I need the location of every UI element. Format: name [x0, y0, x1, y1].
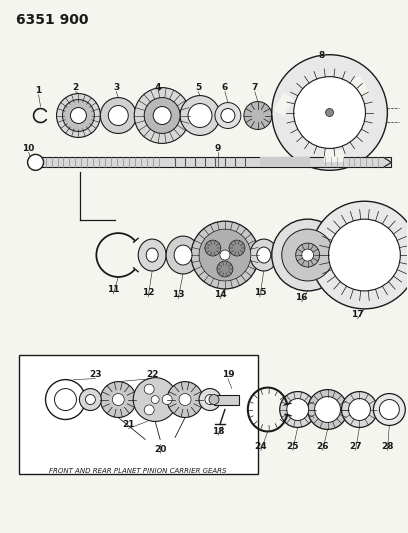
Circle shape	[244, 102, 272, 130]
Circle shape	[179, 393, 191, 406]
Text: 28: 28	[381, 442, 394, 451]
Circle shape	[205, 240, 221, 256]
Text: 9: 9	[215, 144, 221, 153]
Circle shape	[151, 395, 159, 403]
Circle shape	[326, 109, 334, 117]
Circle shape	[272, 219, 344, 291]
Circle shape	[272, 55, 387, 171]
Text: 5: 5	[195, 83, 201, 92]
Circle shape	[217, 261, 233, 277]
Text: 25: 25	[286, 442, 299, 451]
Bar	[273, 93, 294, 116]
Circle shape	[100, 98, 136, 133]
Text: 11: 11	[107, 285, 120, 294]
Text: 3: 3	[113, 83, 120, 92]
Text: 17: 17	[351, 310, 364, 319]
Polygon shape	[384, 157, 391, 167]
Text: 13: 13	[172, 290, 184, 300]
Text: 12: 12	[142, 288, 155, 297]
Text: 22: 22	[146, 370, 158, 379]
Circle shape	[28, 155, 44, 171]
Ellipse shape	[138, 239, 166, 271]
Text: FRONT AND REAR PLANET PINION CARRIER GEARS: FRONT AND REAR PLANET PINION CARRIER GEA…	[49, 469, 227, 474]
Circle shape	[199, 389, 221, 410]
Text: 6351 900: 6351 900	[16, 13, 88, 27]
Circle shape	[80, 389, 101, 410]
Text: 4: 4	[155, 83, 161, 92]
Circle shape	[55, 389, 76, 410]
Circle shape	[215, 102, 241, 128]
Circle shape	[379, 400, 399, 419]
Circle shape	[100, 382, 136, 417]
Text: 8: 8	[319, 51, 325, 60]
Circle shape	[62, 100, 94, 132]
Text: 14: 14	[214, 290, 226, 300]
Text: 23: 23	[89, 370, 102, 379]
Circle shape	[220, 250, 230, 260]
Circle shape	[310, 201, 408, 309]
Circle shape	[188, 103, 212, 127]
Circle shape	[112, 393, 124, 406]
Circle shape	[144, 384, 154, 394]
Circle shape	[296, 243, 319, 267]
Circle shape	[348, 399, 370, 421]
Text: 15: 15	[253, 288, 266, 297]
Circle shape	[71, 108, 86, 124]
Circle shape	[162, 394, 172, 405]
Text: 21: 21	[122, 420, 135, 429]
Circle shape	[315, 397, 341, 423]
Bar	[324, 150, 344, 163]
Text: 6: 6	[222, 83, 228, 92]
Text: 27: 27	[349, 442, 362, 451]
Circle shape	[199, 229, 251, 281]
Circle shape	[280, 392, 316, 427]
Circle shape	[56, 94, 100, 138]
Circle shape	[282, 229, 334, 281]
Text: 18: 18	[212, 427, 224, 436]
Circle shape	[302, 249, 314, 261]
Text: 10: 10	[22, 144, 35, 153]
Text: 1: 1	[35, 86, 42, 95]
Circle shape	[144, 98, 180, 133]
Bar	[214, 394, 239, 405]
Circle shape	[308, 390, 348, 430]
Circle shape	[46, 379, 85, 419]
Text: 2: 2	[72, 83, 79, 92]
Circle shape	[328, 219, 400, 291]
Circle shape	[153, 107, 171, 125]
Circle shape	[85, 394, 95, 405]
Text: 24: 24	[255, 442, 267, 451]
Bar	[260, 157, 310, 167]
Bar	[19, 354, 258, 474]
Text: 19: 19	[222, 370, 234, 379]
Circle shape	[191, 221, 259, 289]
Circle shape	[209, 394, 219, 405]
Circle shape	[180, 95, 220, 135]
Ellipse shape	[257, 247, 271, 263]
Circle shape	[373, 393, 405, 425]
Text: 7: 7	[252, 83, 258, 92]
Ellipse shape	[166, 236, 200, 274]
Text: 20: 20	[154, 445, 166, 454]
Circle shape	[134, 87, 190, 143]
Circle shape	[341, 392, 377, 427]
Text: 26: 26	[316, 442, 329, 451]
Circle shape	[287, 399, 308, 421]
Ellipse shape	[250, 239, 278, 271]
Circle shape	[205, 394, 215, 405]
Ellipse shape	[174, 245, 192, 265]
Circle shape	[144, 405, 154, 415]
Bar	[40, 157, 391, 167]
Circle shape	[167, 382, 203, 417]
Circle shape	[133, 377, 177, 422]
Circle shape	[229, 240, 245, 256]
Ellipse shape	[146, 248, 158, 262]
Text: 16: 16	[295, 293, 308, 302]
Circle shape	[221, 109, 235, 123]
Circle shape	[294, 77, 366, 148]
Circle shape	[109, 106, 128, 125]
Bar	[349, 76, 370, 99]
